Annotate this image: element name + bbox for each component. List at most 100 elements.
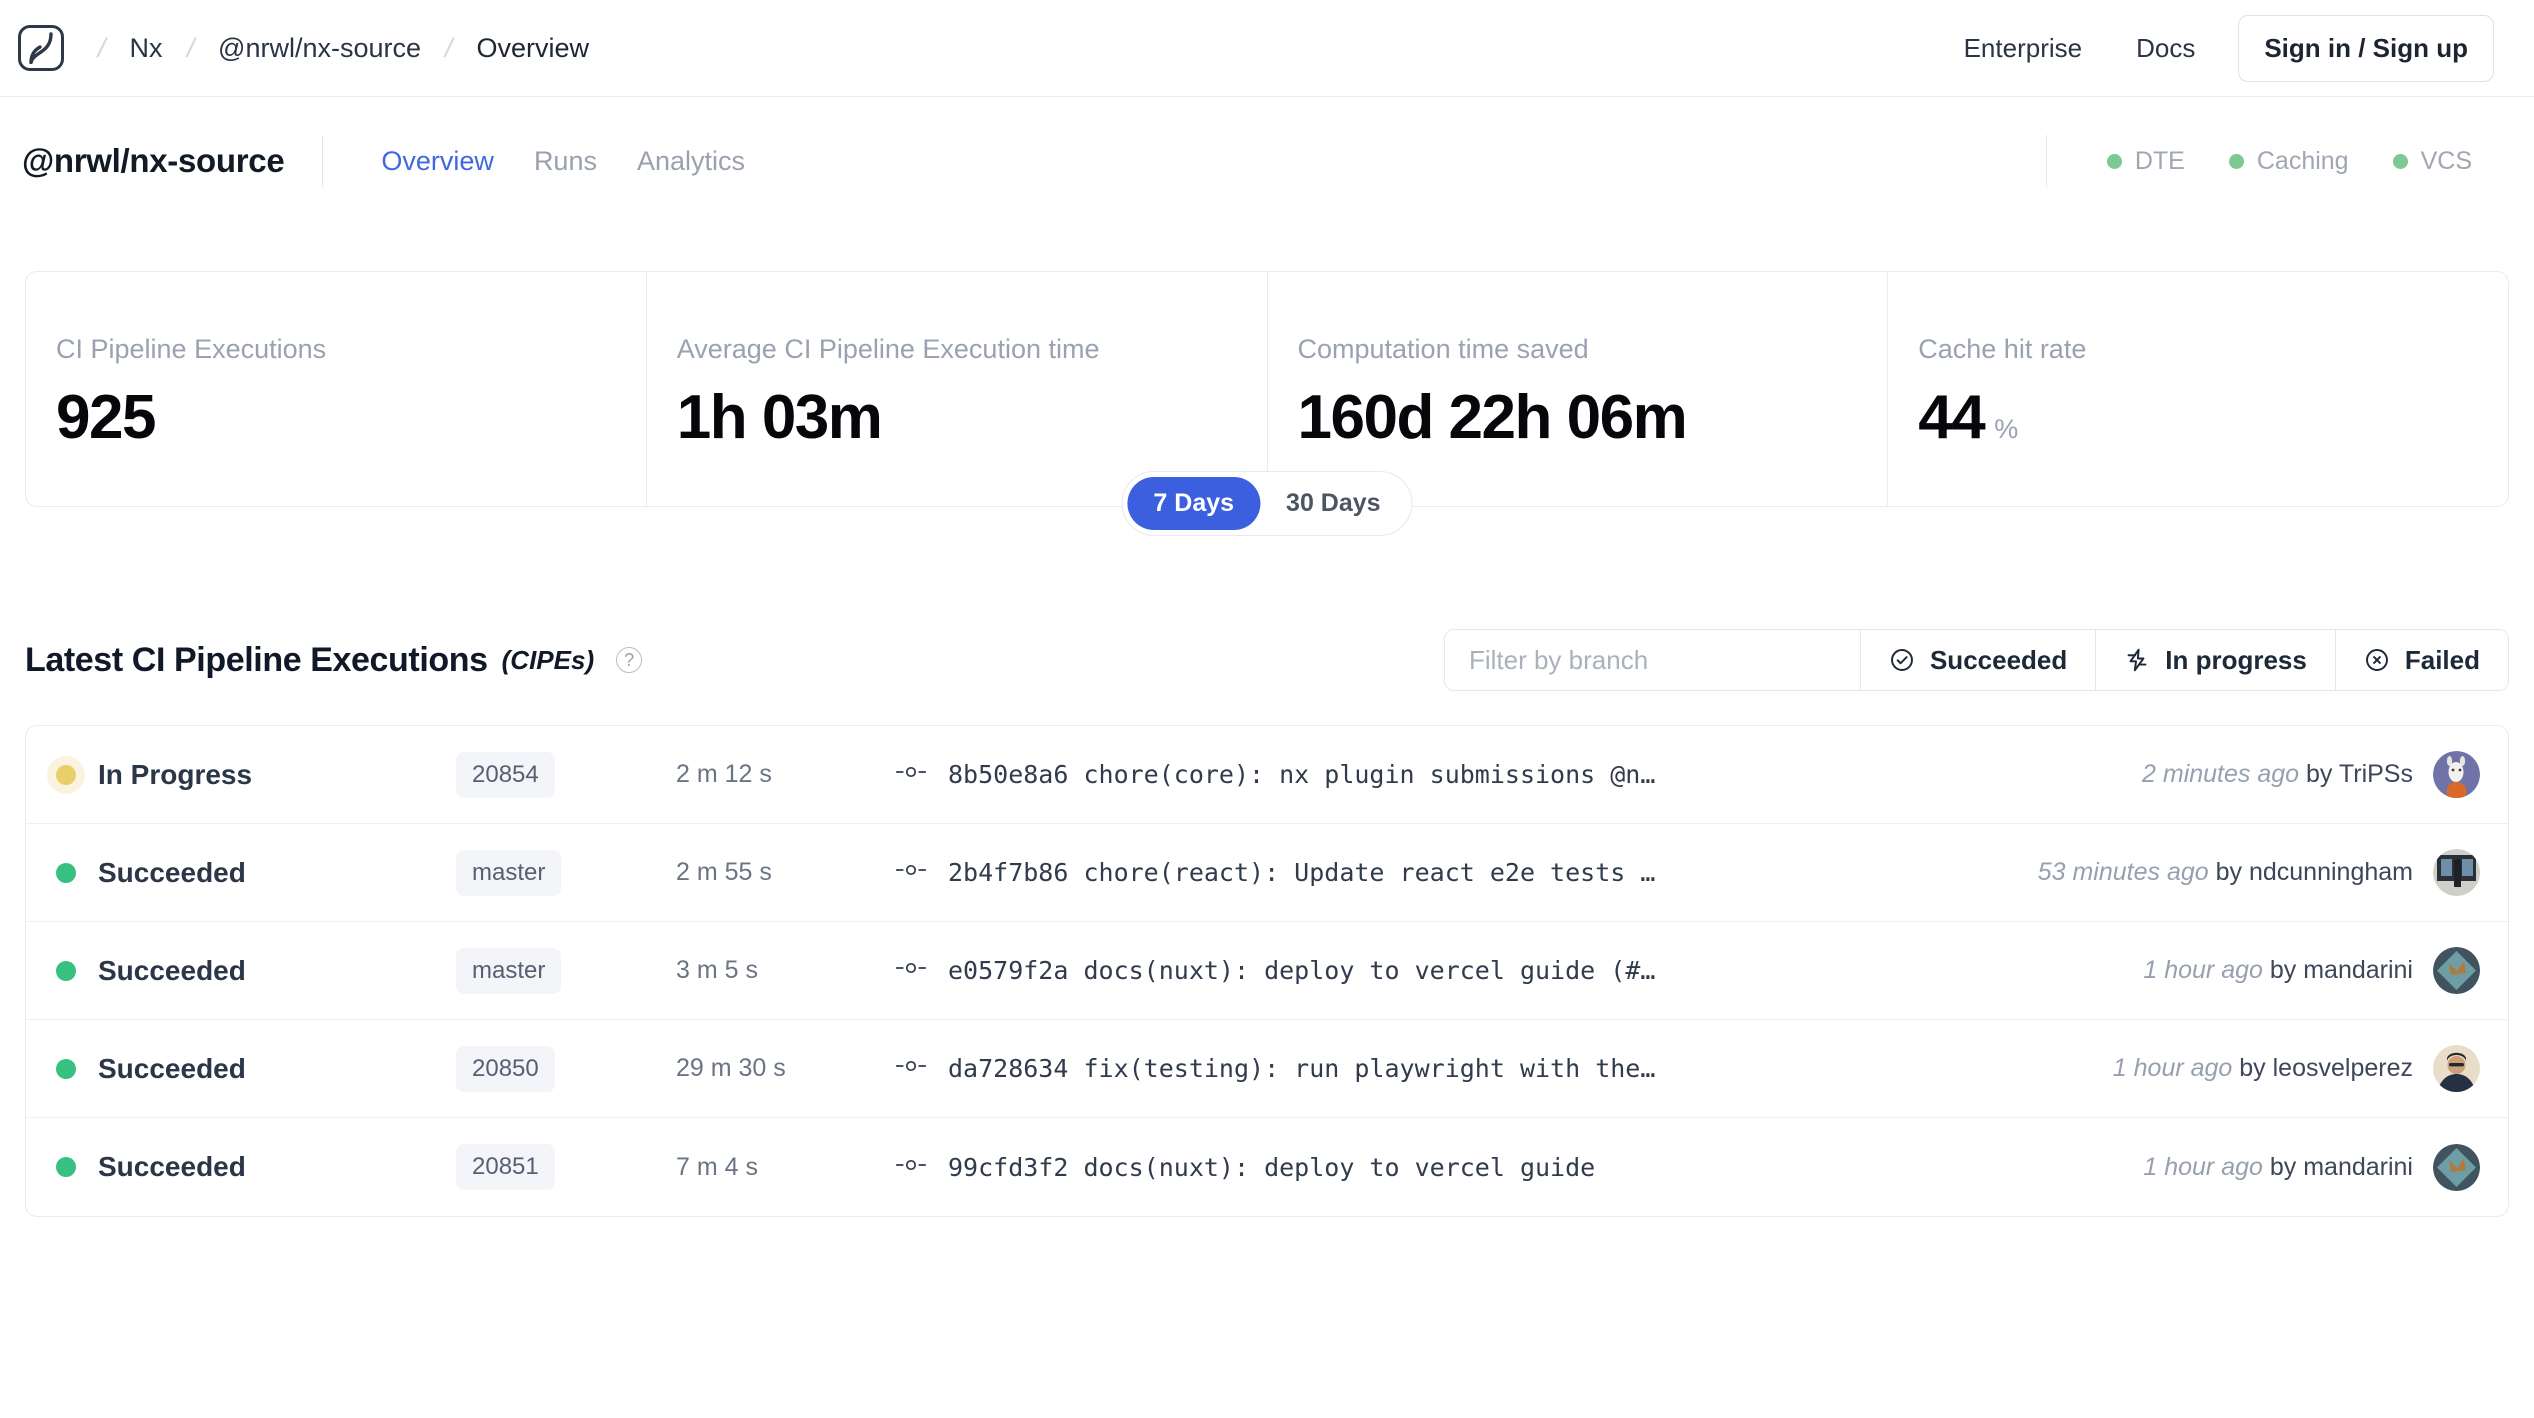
breadcrumb-separator: /	[441, 32, 456, 63]
breadcrumb-item-overview[interactable]: Overview	[476, 32, 590, 63]
tab-runs[interactable]: Runs	[533, 145, 597, 176]
stat-card-cache-hit-rate: Cache hit rate 44%	[1888, 272, 2508, 506]
cipe-title: Latest CI Pipeline Executions	[25, 640, 488, 679]
status-badge: Succeeded	[98, 954, 246, 986]
sign-in-sign-up-button[interactable]: Sign in / Sign up	[2238, 14, 2494, 82]
project-navigation-bar: @nrwl/nx-source Overview Runs Analytics …	[0, 97, 2534, 225]
range-button-30-days[interactable]: 30 Days	[1260, 477, 1407, 530]
row-author: 1 hour ago by mandarini	[2143, 956, 2413, 985]
divider	[2045, 135, 2047, 187]
stat-value: 44%	[1918, 383, 2019, 452]
status-dot-icon	[2106, 153, 2122, 169]
row-branch: 20850	[456, 1045, 676, 1092]
nav-link-docs[interactable]: Docs	[2136, 32, 2196, 63]
row-commit: e0579f2a docs(nuxt): deploy to vercel gu…	[895, 956, 2113, 986]
branch-badge[interactable]: 20850	[456, 1045, 555, 1092]
table-row[interactable]: Succeeded 20851 7 m 4 s 99cfd3f2 docs(nu…	[26, 1118, 2508, 1216]
range-button-7-days[interactable]: 7 Days	[1127, 477, 1261, 531]
stat-label: Average CI Pipeline Execution time	[676, 334, 1100, 364]
stat-label: Computation time saved	[1297, 334, 1589, 364]
row-timestamp: 2 minutes ago	[2142, 760, 2300, 789]
commit-message: 2b4f7b86 chore(react): Update react e2e …	[948, 858, 1656, 888]
filter-button-succeeded[interactable]: Succeeded	[1859, 630, 2096, 691]
commit-message: 99cfd3f2 docs(nuxt): deploy to vercel gu…	[948, 1152, 1596, 1182]
status-badge: Succeeded	[98, 1052, 246, 1084]
status-dot-icon	[56, 960, 76, 981]
avatar	[2433, 849, 2480, 897]
breadcrumb-separator: /	[94, 32, 109, 63]
status-dot-icon	[56, 1058, 76, 1079]
avatar	[2433, 751, 2480, 799]
row-timestamp: 1 hour ago	[2143, 1152, 2263, 1181]
question-mark-circle-icon[interactable]: ?	[616, 647, 643, 674]
breadcrumb-separator: /	[183, 32, 198, 63]
row-commit: da728634 fix(testing): run playwright wi…	[895, 1054, 2083, 1084]
table-row[interactable]: Succeeded master 2 m 55 s 2b4f7b86 chore…	[26, 824, 2508, 923]
top-navigation-bar: / Nx / @nrwl/nx-source / Overview Enterp…	[0, 0, 2534, 97]
status-dot-icon	[56, 862, 76, 883]
branch-badge[interactable]: master	[456, 849, 562, 896]
row-status: In Progress	[56, 759, 456, 791]
avatar	[2433, 947, 2480, 995]
git-commit-icon	[895, 1057, 927, 1080]
breadcrumb-item-nx[interactable]: Nx	[129, 32, 163, 63]
status-indicator-caching: Caching	[2207, 147, 2371, 176]
stat-card-computation-time-saved: Computation time saved 160d 22h 06m	[1268, 272, 1889, 507]
status-badge: Succeeded	[98, 1151, 246, 1183]
branch-badge[interactable]: 20851	[456, 1144, 555, 1191]
row-duration: 7 m 4 s	[676, 1152, 758, 1181]
top-nav-actions: Enterprise Docs Sign in / Sign up	[1937, 14, 2494, 82]
row-author: 1 hour ago by mandarini	[2143, 1152, 2413, 1181]
status-label: VCS	[2420, 146, 2472, 175]
row-commit: 8b50e8a6 chore(core): nx plugin submissi…	[895, 760, 2112, 789]
divider	[322, 135, 324, 187]
breadcrumb: / Nx / @nrwl/nx-source / Overview	[74, 33, 589, 64]
tab-analytics[interactable]: Analytics	[636, 145, 746, 176]
cipe-filter-bar: Succeeded In progress Failed	[1443, 629, 2509, 692]
git-commit-icon	[895, 1156, 927, 1179]
row-status: Succeeded	[56, 1053, 456, 1085]
branch-filter-input[interactable]	[1444, 630, 1860, 691]
stat-unit: %	[1994, 414, 2019, 444]
filter-button-label: Succeeded	[1929, 644, 2068, 675]
row-branch: 20854	[456, 751, 676, 798]
row-meta: 1 hour ago by mandarini	[2113, 1143, 2480, 1191]
avatar	[2433, 1143, 2480, 1191]
time-range-toggle: 7 Days 30 Days	[1121, 471, 1413, 537]
row-status: Succeeded	[56, 857, 456, 889]
breadcrumb-item-workspace[interactable]: @nrwl/nx-source	[218, 32, 421, 63]
project-tabs: Overview Runs Analytics	[361, 146, 765, 177]
row-status: Succeeded	[56, 1151, 456, 1183]
row-meta: 1 hour ago by mandarini	[2113, 947, 2480, 995]
filter-button-failed[interactable]: Failed	[2334, 630, 2508, 691]
tab-overview[interactable]: Overview	[381, 145, 494, 176]
stat-value: 1h 03m	[676, 383, 883, 452]
stats-section: CI Pipeline Executions 925 Average CI Pi…	[0, 225, 2534, 537]
commit-message: da728634 fix(testing): run playwright wi…	[948, 1054, 1656, 1084]
row-duration: 2 m 55 s	[676, 858, 772, 887]
filter-button-label: In progress	[2165, 644, 2307, 675]
row-meta: 2 minutes ago by TriPSs	[2112, 751, 2480, 799]
filter-button-label: Failed	[2404, 644, 2480, 675]
x-circle-icon	[2364, 647, 2390, 673]
stat-label: CI Pipeline Executions	[56, 334, 327, 364]
nav-link-enterprise[interactable]: Enterprise	[1963, 32, 2083, 63]
commit-message: e0579f2a docs(nuxt): deploy to vercel gu…	[948, 956, 1656, 986]
row-branch: 20851	[456, 1144, 676, 1191]
page-title: @nrwl/nx-source	[22, 142, 285, 179]
status-dot-icon	[2392, 153, 2408, 169]
row-timestamp: 53 minutes ago	[2037, 858, 2209, 887]
nx-cloud-logo-icon[interactable]	[18, 25, 64, 71]
row-duration: 3 m 5 s	[676, 956, 758, 985]
branch-badge[interactable]: 20854	[456, 751, 555, 798]
stat-card-average-execution-time: Average CI Pipeline Execution time 1h 03…	[647, 272, 1268, 507]
table-row[interactable]: In Progress 20854 2 m 12 s 8b50e8a6 chor…	[26, 726, 2508, 825]
row-timestamp: 1 hour ago	[2112, 1054, 2233, 1083]
stat-value: 925	[56, 383, 156, 452]
filter-button-in-progress[interactable]: In progress	[2095, 630, 2335, 691]
status-indicator-dte: DTE	[2085, 147, 2207, 176]
table-row[interactable]: Succeeded 20850 29 m 30 s da728634 fix(t…	[26, 1020, 2508, 1119]
branch-badge[interactable]: master	[456, 947, 562, 994]
status-dot-icon	[2228, 153, 2244, 169]
table-row[interactable]: Succeeded master 3 m 5 s e0579f2a docs(n…	[26, 922, 2508, 1021]
